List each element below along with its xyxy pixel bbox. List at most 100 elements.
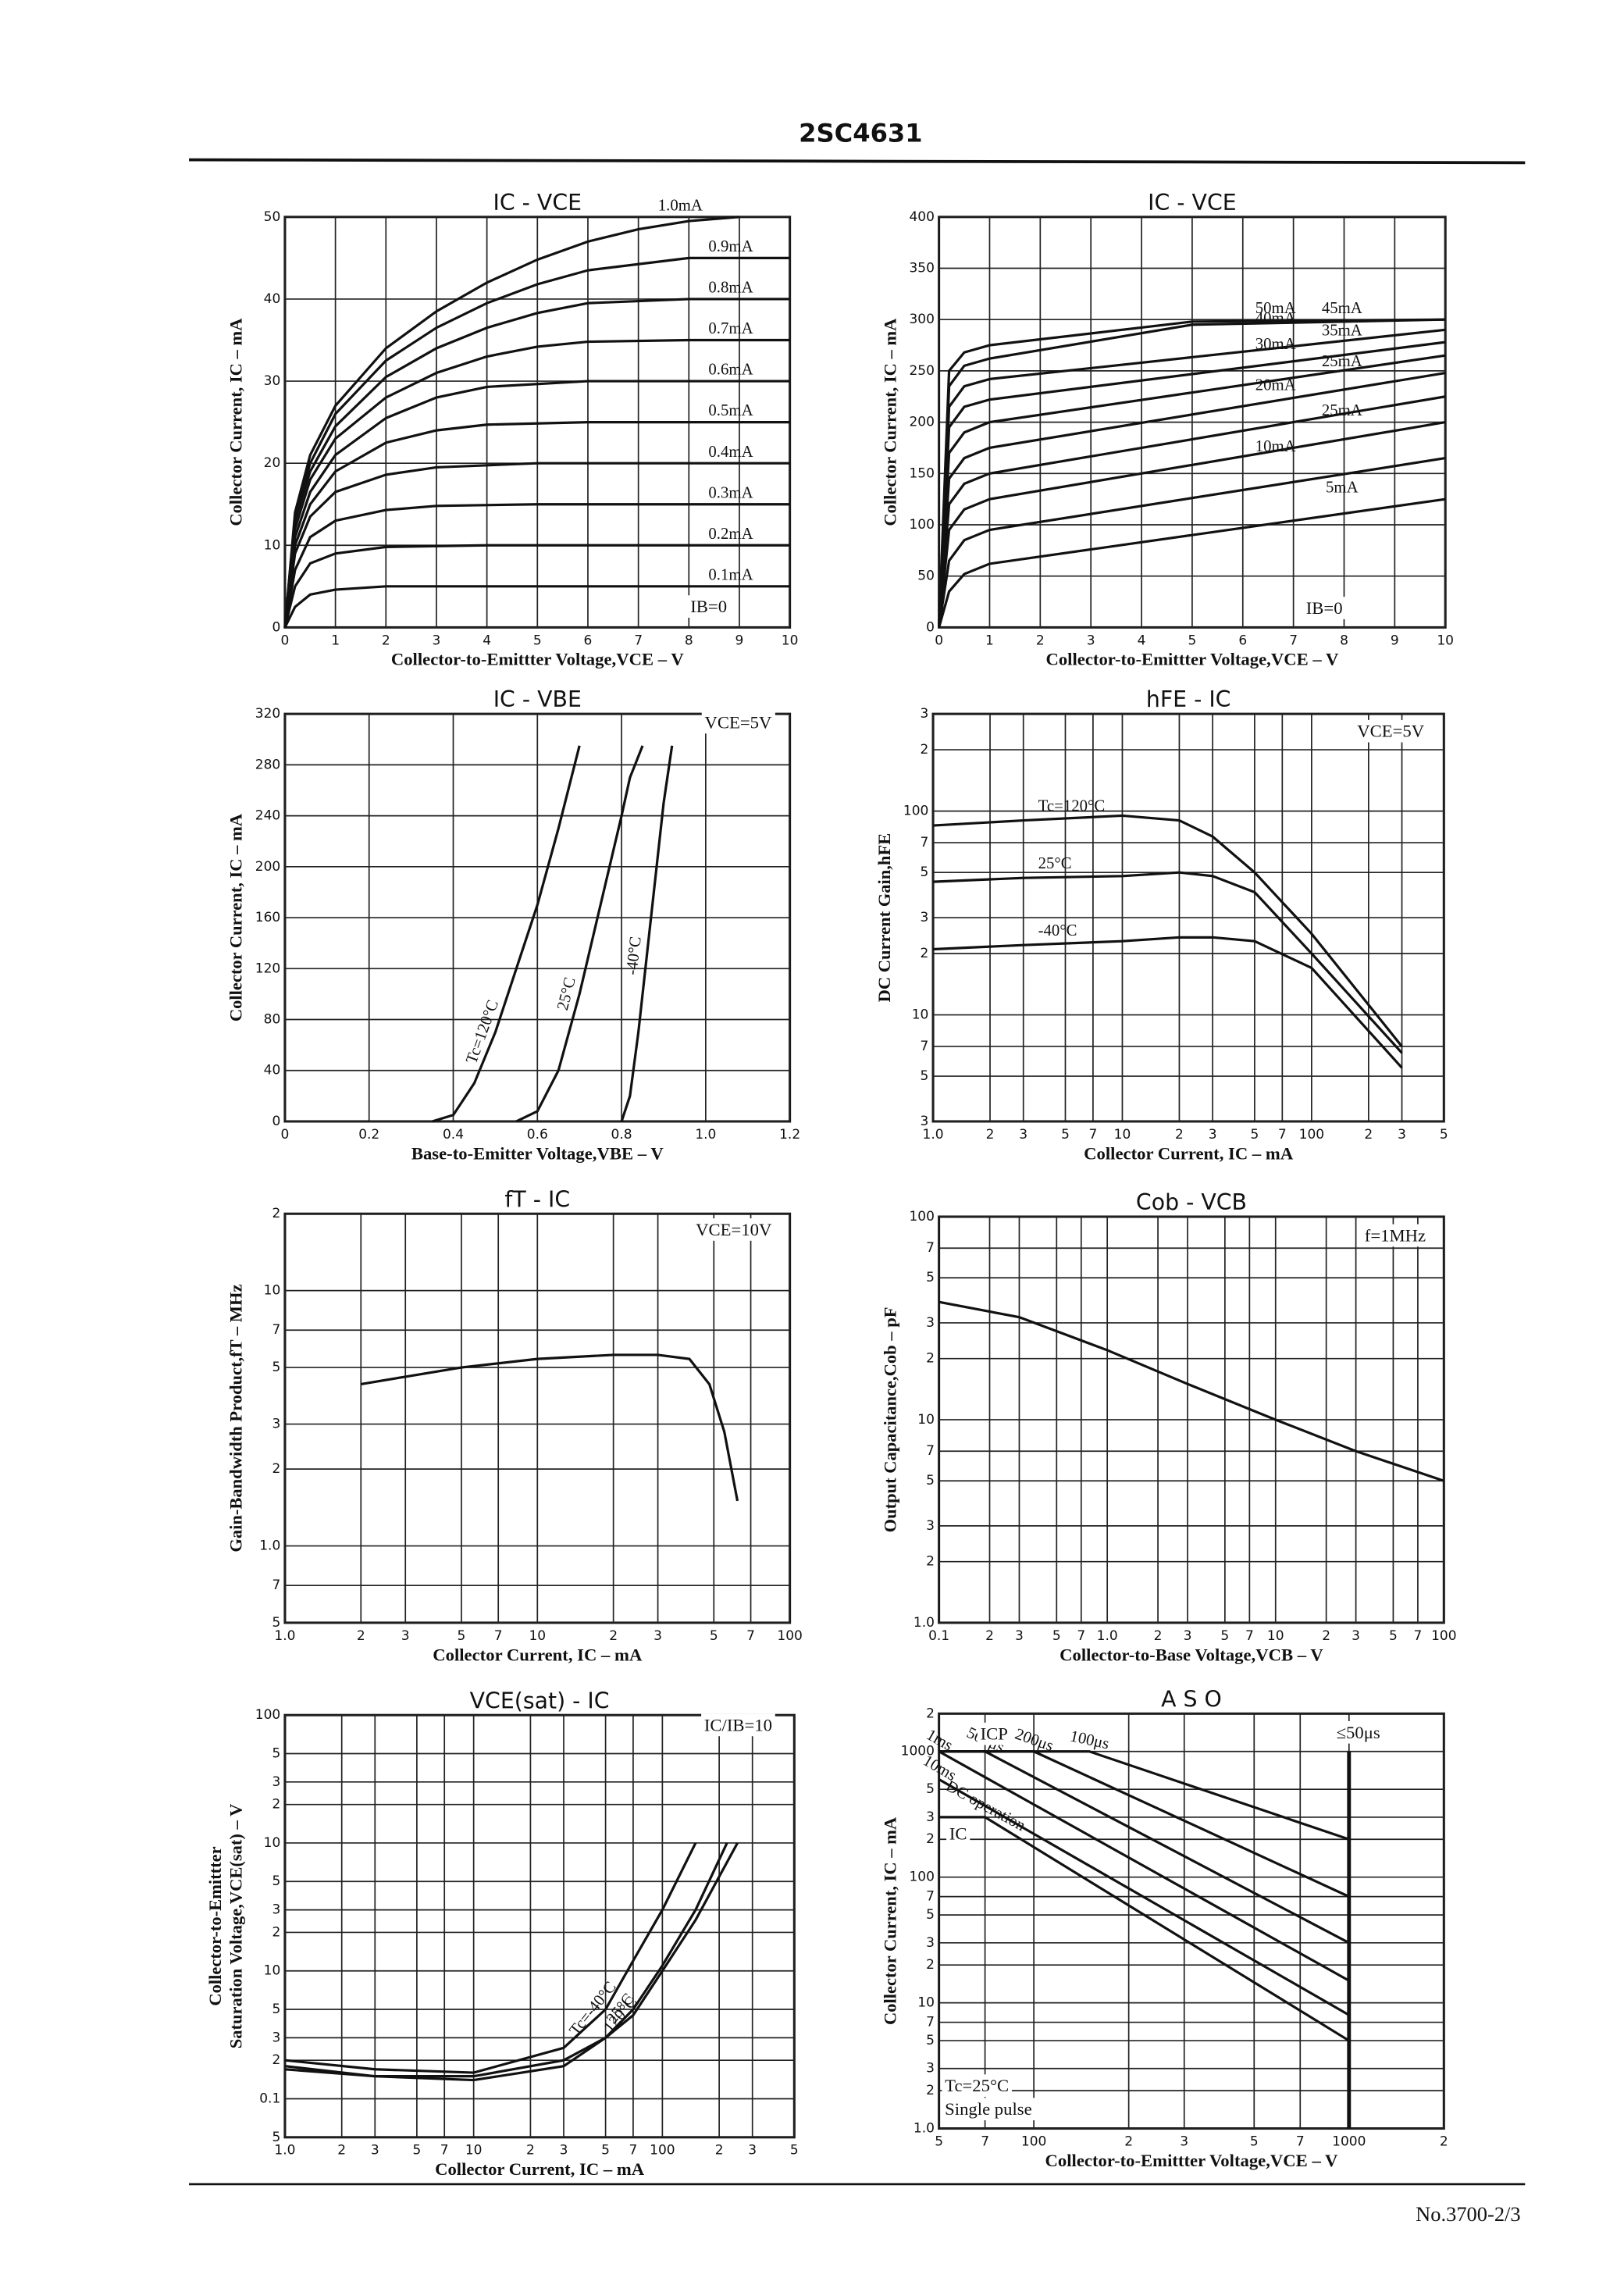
y-tick-label: 7 (272, 1577, 280, 1592)
y-tick-label: 280 (255, 756, 280, 772)
x-tick-label: 7 (1245, 1627, 1254, 1643)
curve-label: 25°C (1038, 855, 1072, 872)
x-tick-label: 3 (1398, 1126, 1406, 1142)
curve (938, 497, 1446, 628)
curve-label: 35mA (1322, 323, 1362, 340)
x-tick-label: 7 (1289, 632, 1298, 647)
y-tick-label: 3 (926, 2060, 935, 2076)
y-tick-label: 3 (921, 705, 929, 721)
header-rule (189, 158, 1526, 165)
x-tick-label: 3 (1209, 1126, 1217, 1142)
x-tick-label: 7 (1089, 1126, 1098, 1142)
x-tick-label: 8 (1340, 632, 1348, 647)
x-axis-label: Collector Current, IC – mA (433, 1645, 643, 1664)
x-tick-label: 2 (609, 1627, 618, 1643)
annotation-background (946, 1822, 970, 1845)
y-tick-label: 0 (926, 619, 935, 634)
x-tick-label: 1.0 (274, 2142, 295, 2158)
x-tick-label: 100 (650, 2142, 675, 2158)
y-tick-label: 5 (272, 1359, 280, 1374)
x-tick-label: 2 (1322, 1627, 1330, 1643)
x-tick-label: 3 (1352, 1627, 1360, 1643)
curve (432, 745, 581, 1123)
y-axis-label: Gain-Bandwidth Product,fT – MHz (226, 1285, 246, 1553)
x-tick-label: 2 (382, 632, 390, 647)
y-tick-label: 5 (272, 1873, 280, 1888)
x-axis-label: Base-to-Emitter Voltage,VBE – V (411, 1143, 664, 1163)
x-tick-label: 5 (601, 2142, 610, 2158)
annotation: IB=0 (1306, 598, 1343, 618)
y-tick-label: 320 (255, 705, 280, 721)
y-tick-label: 3 (926, 1314, 935, 1330)
x-axis-label: Collector Current, IC – mA (435, 2159, 645, 2179)
y-tick-label: 5 (272, 2001, 280, 2016)
x-tick-label: 3 (1087, 632, 1095, 647)
y-tick-label: 5 (926, 1781, 935, 1796)
y-tick-label: 3 (926, 1517, 935, 1533)
x-tick-label: 7 (1077, 1627, 1085, 1643)
y-tick-label: 400 (909, 209, 934, 224)
chart-title: A S O (1161, 1686, 1222, 1712)
y-tick-label: 3 (272, 2029, 280, 2044)
x-tick-label: 1.0 (274, 1627, 295, 1643)
curve (515, 745, 644, 1123)
x-tick-label: 2 (715, 2142, 724, 2158)
y-axis-label: Saturation Voltage,VCE(sat) – V (226, 1803, 246, 2048)
annotation: f=1MHz (1365, 1226, 1426, 1246)
page-number: No.3700-2/3 (1416, 2203, 1520, 2226)
x-tick-label: 9 (735, 632, 744, 647)
curve-label: 0.8mA (708, 280, 753, 297)
curve-label: 1.0mA (658, 197, 703, 214)
curve-label: Tc=120°C (1038, 797, 1106, 815)
x-tick-label: 0 (281, 1126, 290, 1142)
y-tick-label: 5 (926, 1472, 935, 1488)
y-tick-label: 10 (917, 1411, 935, 1427)
annotation: ≤50μs (1337, 1723, 1380, 1742)
curve-label: 45mA (1322, 300, 1362, 317)
x-tick-label: 5 (1440, 1126, 1448, 1142)
x-tick-label: 1000 (1332, 2133, 1366, 2148)
curve (283, 216, 740, 628)
x-tick-label: 3 (1180, 2133, 1188, 2148)
annotation-background (942, 2098, 1035, 2121)
y-tick-label: 2 (272, 1205, 280, 1221)
y-tick-label: 300 (909, 311, 934, 326)
x-tick-label: 3 (401, 1627, 410, 1643)
y-tick-label: 2 (272, 2052, 280, 2067)
x-tick-label: 10 (1267, 1627, 1284, 1643)
chart-title: IC - VCE (1148, 190, 1237, 216)
x-tick-label: 10 (782, 632, 799, 647)
curve-label: 10mA (1255, 438, 1296, 455)
curve (283, 544, 790, 628)
x-tick-label: 1 (985, 632, 994, 647)
annotation-background (701, 711, 775, 734)
curve-label: 0.2mA (708, 526, 753, 543)
y-tick-label: 5 (926, 2032, 935, 2048)
x-tick-label: 2 (1175, 1126, 1184, 1142)
y-tick-label: 5 (272, 1614, 280, 1630)
x-tick-label: 3 (1184, 1627, 1192, 1643)
y-tick-label: 3 (926, 1809, 935, 1824)
curve-label: 0.5mA (708, 402, 753, 419)
x-tick-label: 2 (986, 1126, 995, 1142)
curve (283, 503, 790, 628)
x-tick-label: 0.1 (928, 1627, 949, 1643)
annotation-background (1302, 597, 1346, 619)
x-tick-label: 5 (935, 2133, 943, 2148)
curve-label: 0.7mA (708, 320, 753, 337)
y-tick-label: 250 (909, 362, 934, 378)
curve-label: 5mA (1326, 479, 1359, 497)
y-tick-label: 2 (926, 1831, 935, 1846)
x-tick-label: 7 (634, 632, 643, 647)
y-tick-label: 100 (909, 516, 934, 532)
chart: 1.0 2 3 5 7 10 2 3 5 7 100 2 3 5 3 5 7 10 2 3 5 7 100 2 3 hFE - I… (874, 686, 1448, 1163)
x-tick-label: 5 (533, 632, 542, 647)
x-tick-label: 3 (560, 2142, 568, 2158)
y-tick-label: 1.0 (259, 1538, 280, 1553)
y-tick-label: 5 (921, 864, 929, 879)
y-tick-label: 5 (926, 1269, 935, 1285)
y-axis-label: Collector Current, IC – mA (226, 318, 246, 526)
x-tick-label: 5 (412, 2142, 421, 2158)
x-tick-label: 4 (1138, 632, 1146, 647)
annotation-background (693, 1218, 775, 1241)
